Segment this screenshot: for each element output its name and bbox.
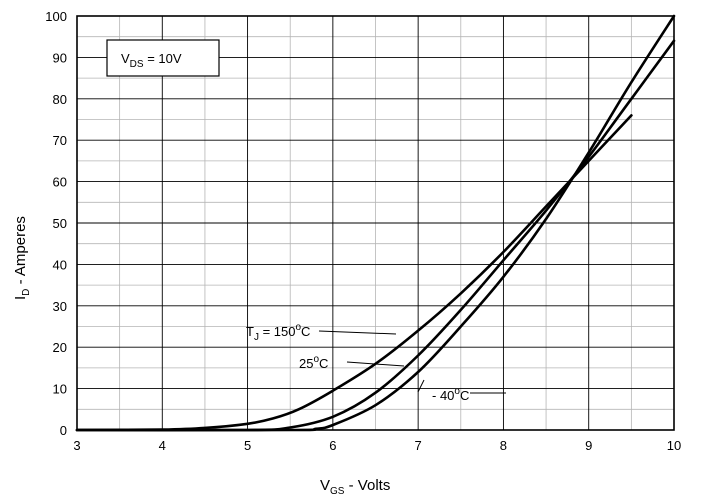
leader-neg40c <box>417 379 425 393</box>
curve-labels: TJ = 150oC 25oC - 40oC <box>246 322 469 403</box>
x-tick-label: 4 <box>159 438 166 453</box>
series-label-25c: 25oC <box>299 354 328 371</box>
y-axis-title: ID - Amperes <box>12 216 32 300</box>
major-gridlines <box>77 16 674 430</box>
y-tick-label: 80 <box>53 92 67 107</box>
y-tick-label: 90 <box>53 50 67 65</box>
series-label-150c: TJ = 150oC <box>246 322 310 343</box>
series-line-150c <box>75 114 633 432</box>
x-tick-label: 3 <box>73 438 80 453</box>
x-tick-label: 8 <box>500 438 507 453</box>
x-tick-label: 10 <box>667 438 681 453</box>
y-tick-label: 70 <box>53 133 67 148</box>
y-tick-label: 10 <box>53 382 67 397</box>
series-label-neg40c: - 40oC <box>432 386 469 403</box>
condition-box <box>106 39 220 77</box>
x-tick-label: 7 <box>415 438 422 453</box>
leader-150c <box>318 330 397 335</box>
x-axis-title: VGS - Volts <box>320 477 390 497</box>
x-tick-label: 9 <box>585 438 592 453</box>
y-tick-labels: 0 10 20 30 40 50 60 70 80 90 100 <box>45 9 67 438</box>
x-tick-label: 6 <box>329 438 336 453</box>
y-tick-label: 60 <box>53 175 67 190</box>
y-tick-label: 40 <box>53 257 67 272</box>
plot-area-frame <box>76 15 675 431</box>
y-tick-label: 30 <box>53 299 67 314</box>
condition-label: VDS = 10V <box>121 51 182 70</box>
y-tick-label: 100 <box>45 9 67 24</box>
y-tick-label: 20 <box>53 340 67 355</box>
x-tick-label: 5 <box>244 438 251 453</box>
curve-label-leaders <box>318 330 506 394</box>
leader-25c <box>346 361 405 367</box>
x-tick-labels: 3 4 5 6 7 8 9 10 <box>73 438 681 453</box>
y-tick-label: 50 <box>53 216 67 231</box>
y-tick-label: 0 <box>60 423 67 438</box>
